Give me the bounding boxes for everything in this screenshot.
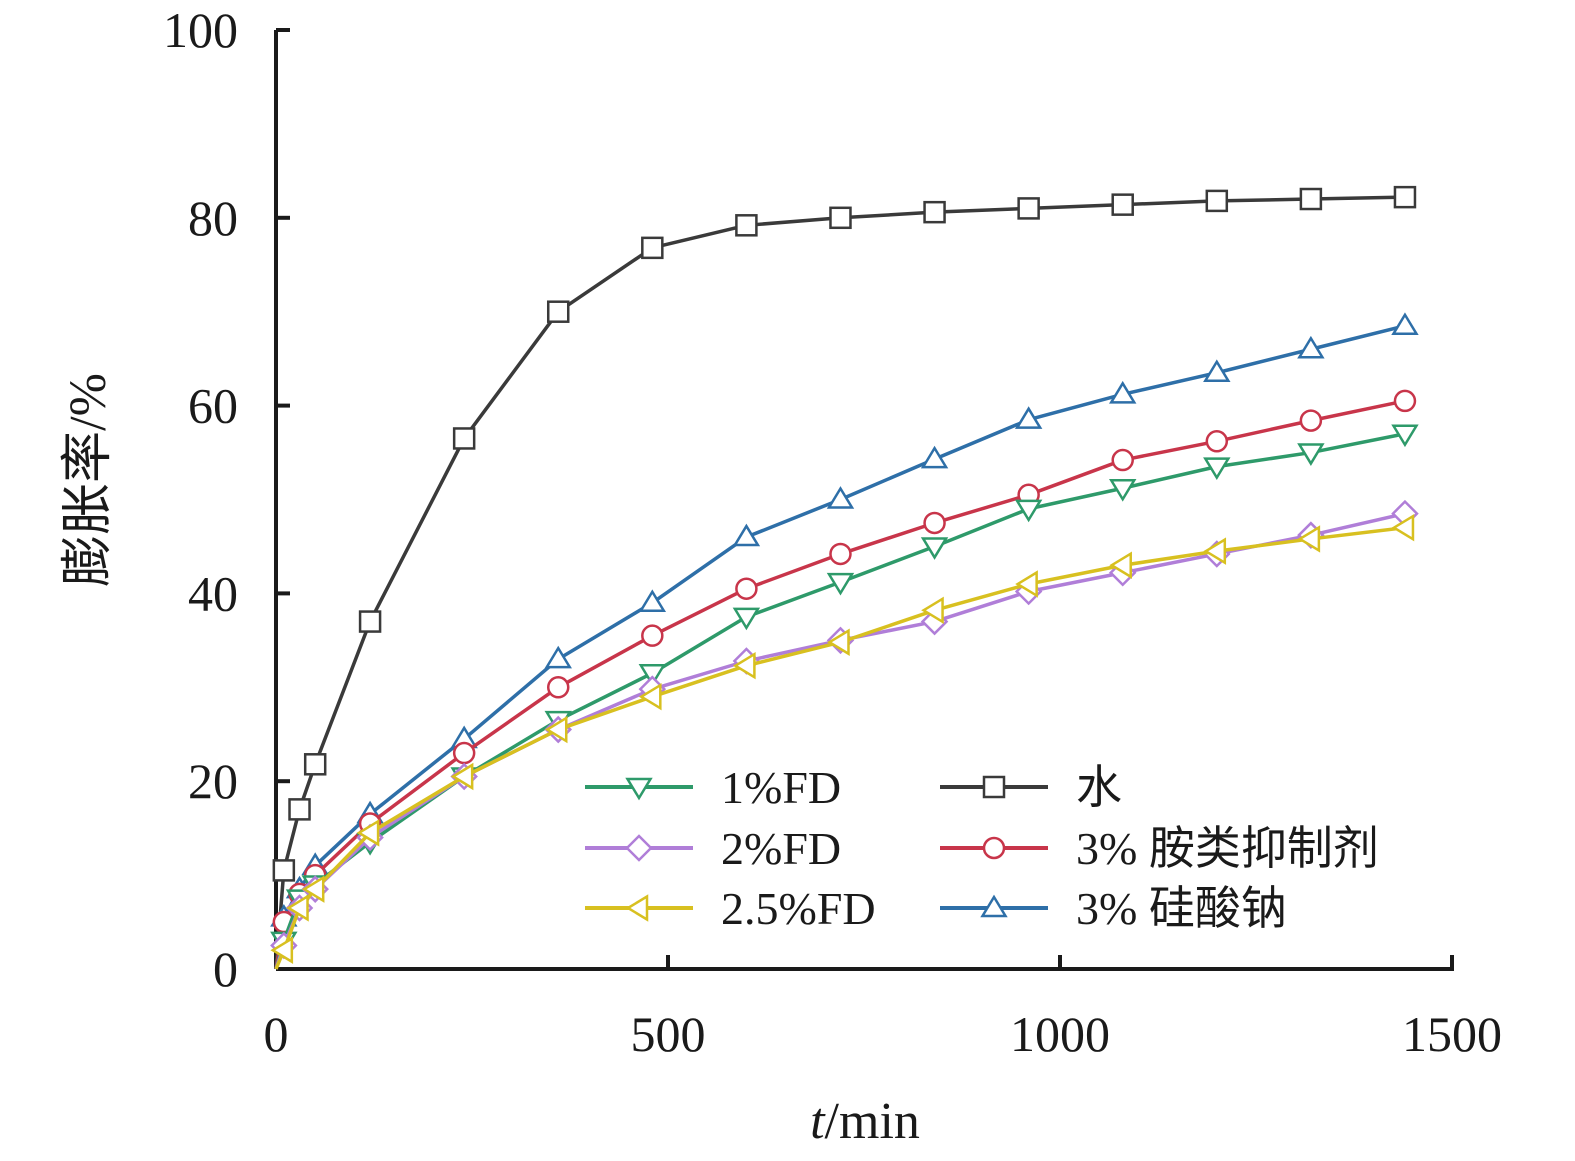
- legend-marker: [625, 834, 653, 862]
- data-point: [641, 236, 664, 260]
- data-point: [920, 445, 949, 469]
- series-5: [270, 513, 1415, 970]
- data-point: [1111, 193, 1134, 216]
- legend-entry: 2.5%FD: [585, 883, 876, 934]
- data-point: [1014, 406, 1043, 429]
- data-point: [732, 607, 761, 631]
- data-point: [638, 682, 662, 711]
- data-point: [923, 511, 946, 535]
- y-tick-label: 40: [188, 565, 238, 621]
- data-point: [546, 300, 570, 323]
- y-tick-label: 0: [213, 941, 238, 997]
- x-tick-label: 500: [631, 1006, 706, 1062]
- x-tick-label: 1500: [1402, 1006, 1502, 1062]
- legend-label: 2.5%FD: [721, 883, 876, 934]
- data-point: [303, 753, 327, 776]
- data-point: [1297, 335, 1325, 359]
- legend-entry: 2%FD: [585, 823, 841, 874]
- data-point: [829, 542, 852, 566]
- series-0: [272, 185, 1417, 970]
- legend-marker: [625, 777, 653, 801]
- x-tick-label: 0: [264, 1006, 289, 1062]
- data-point: [452, 427, 476, 450]
- legend-marker: [980, 894, 1008, 918]
- legend-label: 2%FD: [721, 823, 841, 874]
- data-point: [452, 741, 476, 765]
- data-point: [1299, 409, 1323, 432]
- data-point: [356, 819, 380, 847]
- data-point: [826, 572, 855, 596]
- data-point: [1393, 185, 1417, 209]
- series-line: [274, 195, 1405, 970]
- data-point: [1203, 359, 1231, 382]
- data-point: [735, 214, 758, 237]
- data-point: [270, 936, 294, 964]
- data-point: [1297, 525, 1321, 553]
- data-point: [826, 486, 855, 509]
- data-point: [1297, 443, 1325, 466]
- legend-marker: [625, 894, 649, 922]
- y-tick-label: 20: [188, 753, 238, 809]
- x-axis-label-variable: t: [810, 1093, 826, 1150]
- data-point: [1111, 448, 1134, 472]
- legend-label: 1%FD: [721, 762, 841, 813]
- plot-area: [270, 185, 1419, 970]
- y-tick-label: 80: [188, 190, 238, 246]
- data-point: [1203, 457, 1231, 481]
- data-point: [1109, 380, 1137, 404]
- data-point: [735, 577, 758, 600]
- data-point: [1015, 570, 1038, 598]
- legend-entry: 水: [940, 762, 1122, 813]
- data-point: [1203, 537, 1227, 565]
- data-point: [544, 715, 568, 744]
- data-point: [358, 610, 382, 633]
- legend-label: 水: [1076, 762, 1122, 813]
- data-point: [272, 859, 296, 882]
- x-axis-label: t/min: [810, 1093, 920, 1150]
- legend-label: 3% 胺类抑制剂: [1076, 823, 1379, 874]
- data-point: [829, 206, 852, 230]
- y-tick-label: 60: [188, 378, 238, 434]
- data-point: [288, 798, 311, 821]
- data-point: [1205, 430, 1229, 453]
- data-point: [638, 663, 667, 687]
- data-point: [1109, 478, 1137, 502]
- data-point: [923, 200, 946, 224]
- x-tick-label: 1000: [1010, 1006, 1110, 1062]
- data-point: [827, 628, 850, 656]
- data-point: [1014, 499, 1043, 523]
- data-point: [1391, 513, 1415, 542]
- x-axis-label-unit: /min: [825, 1093, 920, 1150]
- data-point: [921, 596, 944, 625]
- data-point: [1017, 197, 1040, 220]
- data-point: [286, 894, 309, 922]
- legend-entry: 3% 硅酸钠: [940, 883, 1287, 934]
- data-point: [638, 589, 667, 613]
- data-point: [301, 875, 325, 903]
- data-point: [450, 762, 474, 791]
- legend: 1%FD 水 2%FD 3% 胺类抑制剂 2.5%FD 3% 硅酸钠: [585, 762, 1379, 934]
- legend-marker: [982, 775, 1006, 799]
- data-point: [544, 645, 572, 669]
- data-point: [732, 523, 761, 547]
- legend-entry: 1%FD: [585, 762, 841, 813]
- data-point: [732, 651, 756, 680]
- data-point: [546, 676, 570, 699]
- data-point: [1299, 187, 1323, 211]
- data-point: [1391, 424, 1419, 448]
- data-point: [920, 537, 949, 560]
- data-point: [1391, 312, 1419, 336]
- y-tick-label: 100: [163, 2, 238, 58]
- legend-entry: 3% 胺类抑制剂: [940, 823, 1379, 874]
- legend-marker: [982, 836, 1006, 860]
- data-point: [641, 624, 664, 647]
- data-point: [1205, 189, 1229, 213]
- data-point: [1393, 389, 1417, 413]
- legend-label: 3% 硅酸钠: [1076, 883, 1287, 934]
- data-point: [1109, 551, 1132, 579]
- y-axis-label: 膨胀率/%: [60, 373, 117, 587]
